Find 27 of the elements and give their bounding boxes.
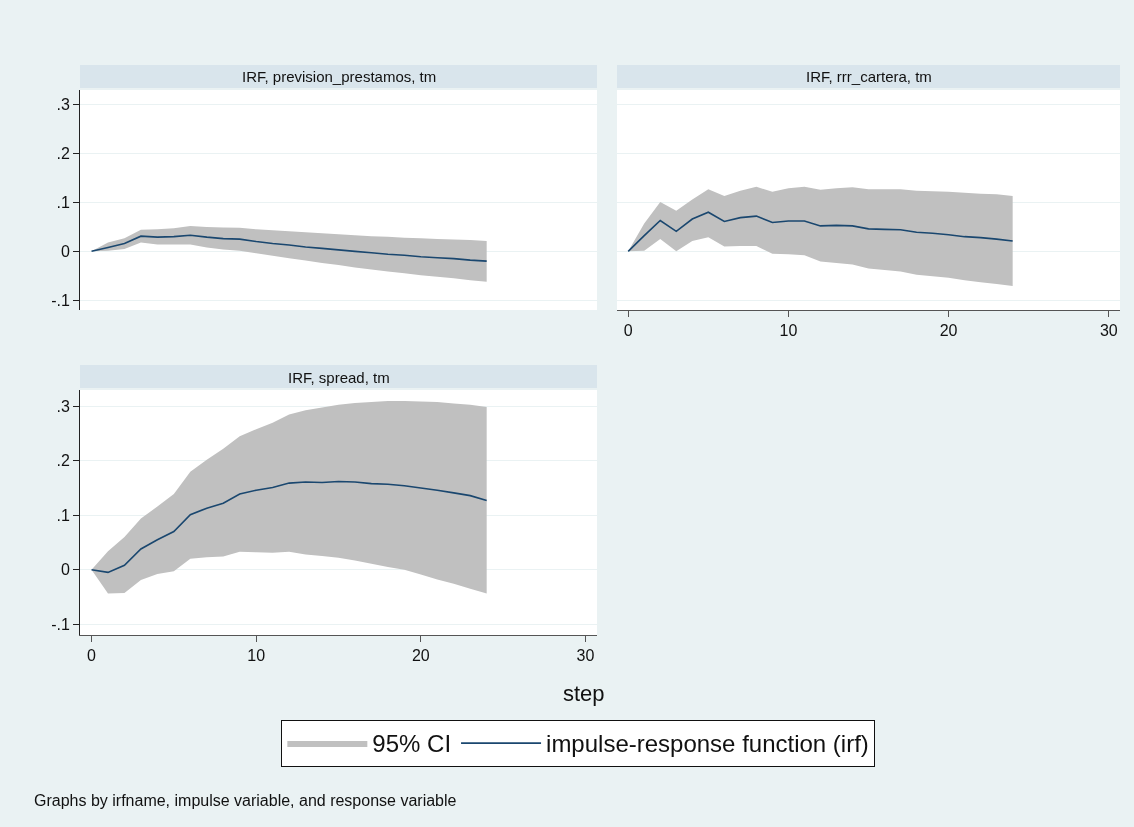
y-tick-label: .2 — [56, 145, 70, 163]
legend-label: impulse-response function (irf) — [546, 730, 869, 758]
y-tick-label: .3 — [56, 397, 70, 415]
y-tick-label: .1 — [56, 194, 70, 212]
chart-title: IRF, spread, tm — [288, 369, 390, 386]
x-tick-label: 20 — [939, 322, 958, 340]
y-tick-label: .3 — [56, 96, 70, 114]
y-tick-label: 0 — [60, 561, 70, 579]
y-tick-label: -.1 — [51, 291, 70, 309]
chart-title: IRF, rrr_cartera, tm — [806, 68, 932, 85]
y-tick-label: -.1 — [51, 615, 70, 633]
x-tick-label: 10 — [247, 647, 266, 665]
x-tick-label: 0 — [87, 647, 97, 665]
y-tick-label: 0 — [60, 242, 70, 260]
text: 95% CI — [372, 730, 452, 758]
x-tick-label: 30 — [576, 647, 595, 665]
y-tick-label: .2 — [56, 452, 70, 470]
line-series — [90, 234, 488, 262]
x-tick-label: 10 — [779, 322, 798, 340]
x-axis-title: step — [563, 681, 605, 706]
x-tick-label: 30 — [1099, 322, 1118, 340]
x-tick-label: 0 — [623, 322, 633, 340]
chart-title: IRF, prevision_prestamos, tm — [242, 68, 437, 85]
x-tick-label: 20 — [411, 647, 430, 665]
y-tick-label: .1 — [56, 506, 70, 524]
text: Graphs by irfname, impulse variable, and response variable — [34, 792, 457, 809]
line-series — [90, 480, 488, 574]
